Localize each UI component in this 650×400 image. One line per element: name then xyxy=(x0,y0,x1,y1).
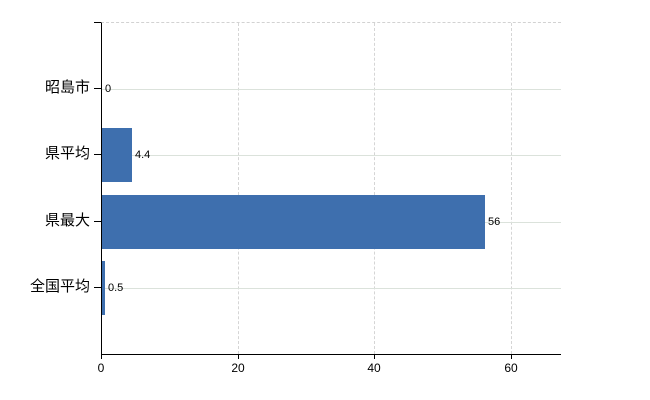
x-tick-label: 0 xyxy=(97,361,105,375)
bar xyxy=(102,128,132,182)
x-axis-tick xyxy=(511,354,512,359)
x-axis-tick xyxy=(374,354,375,359)
h-gridline xyxy=(102,155,561,156)
value-label: 4.4 xyxy=(135,149,151,161)
y-axis-tick xyxy=(94,154,101,155)
x-axis-tick xyxy=(238,354,239,359)
y-axis-tick xyxy=(94,287,101,288)
bar xyxy=(102,261,105,315)
h-gridline xyxy=(102,288,561,289)
x-tick-label: 20 xyxy=(231,361,245,375)
category-label: 昭島市 xyxy=(44,79,90,96)
value-label: 0.5 xyxy=(108,282,124,294)
h-gridline xyxy=(102,89,561,90)
category-label: 全国平均 xyxy=(29,278,90,295)
y-axis-top-tick xyxy=(94,22,101,23)
bar xyxy=(102,195,485,249)
v-gridline xyxy=(511,23,512,354)
v-gridline xyxy=(374,23,375,354)
category-label: 県最大 xyxy=(44,212,90,229)
value-label: 56 xyxy=(488,216,501,228)
y-axis-tick xyxy=(94,221,101,222)
x-tick-label: 40 xyxy=(367,361,381,375)
plot-area: 0 4.4 56 0.5 xyxy=(101,22,561,355)
category-label: 県平均 xyxy=(44,145,90,162)
v-gridline xyxy=(238,23,239,354)
y-axis-tick xyxy=(94,88,101,89)
value-label: 0 xyxy=(105,83,112,95)
x-tick-label: 60 xyxy=(504,361,518,375)
x-axis-tick xyxy=(101,354,102,359)
